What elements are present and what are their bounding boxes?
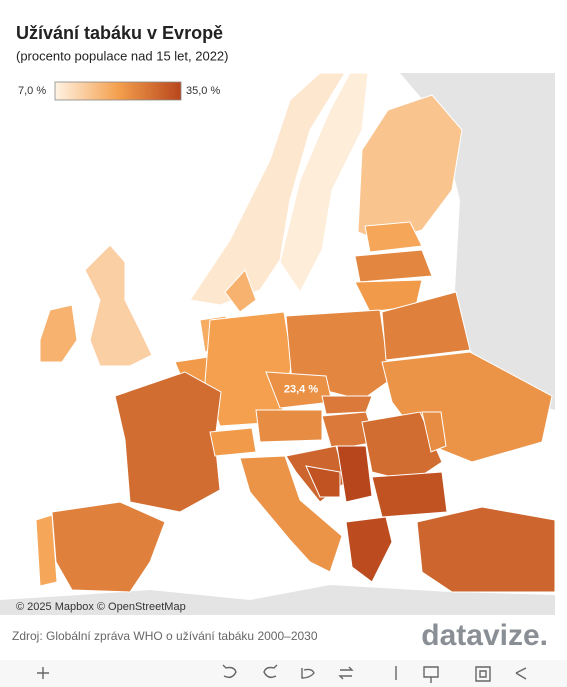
country xyxy=(279,72,369,293)
country xyxy=(336,445,373,503)
land xyxy=(0,585,555,615)
subtitle: (procento populace nad 15 let, 2022) xyxy=(16,48,229,63)
country xyxy=(255,409,323,443)
country xyxy=(361,411,443,483)
country xyxy=(381,291,471,361)
country xyxy=(416,506,556,593)
land xyxy=(400,73,555,410)
country xyxy=(224,269,257,313)
country xyxy=(371,471,448,518)
country xyxy=(354,249,433,283)
fullscreen-icon[interactable] xyxy=(475,666,491,682)
country xyxy=(39,304,78,363)
logo: datavize. xyxy=(421,619,548,652)
map: 23,4 % xyxy=(0,72,556,615)
country xyxy=(114,371,222,513)
source: Zdroj: Globální zpráva WHO o užívání tab… xyxy=(12,629,318,643)
refresh-icon[interactable] xyxy=(338,666,354,680)
country xyxy=(51,501,166,593)
country xyxy=(239,455,343,573)
move-icon[interactable] xyxy=(37,667,49,679)
country xyxy=(84,244,153,367)
country xyxy=(209,427,257,457)
country xyxy=(35,514,58,587)
value-label: 23,4 % xyxy=(284,383,318,395)
share-icon[interactable] xyxy=(515,667,527,680)
legend-max: 35,0 % xyxy=(186,85,220,97)
country xyxy=(305,465,341,498)
undo-icon[interactable] xyxy=(222,664,237,679)
toolbar xyxy=(0,660,567,687)
download-icon[interactable] xyxy=(423,666,439,683)
title: Užívání tabáku v Evropě xyxy=(16,23,223,43)
legend-bar xyxy=(54,81,182,101)
legend-min: 7,0 % xyxy=(18,85,46,97)
country xyxy=(421,411,447,453)
country xyxy=(321,395,373,415)
attribution: © 2025 Mapbox © OpenStreetMap xyxy=(16,601,186,613)
revert-icon[interactable] xyxy=(301,668,315,679)
country xyxy=(345,516,393,583)
redo-icon[interactable] xyxy=(263,664,278,679)
country xyxy=(364,221,423,253)
